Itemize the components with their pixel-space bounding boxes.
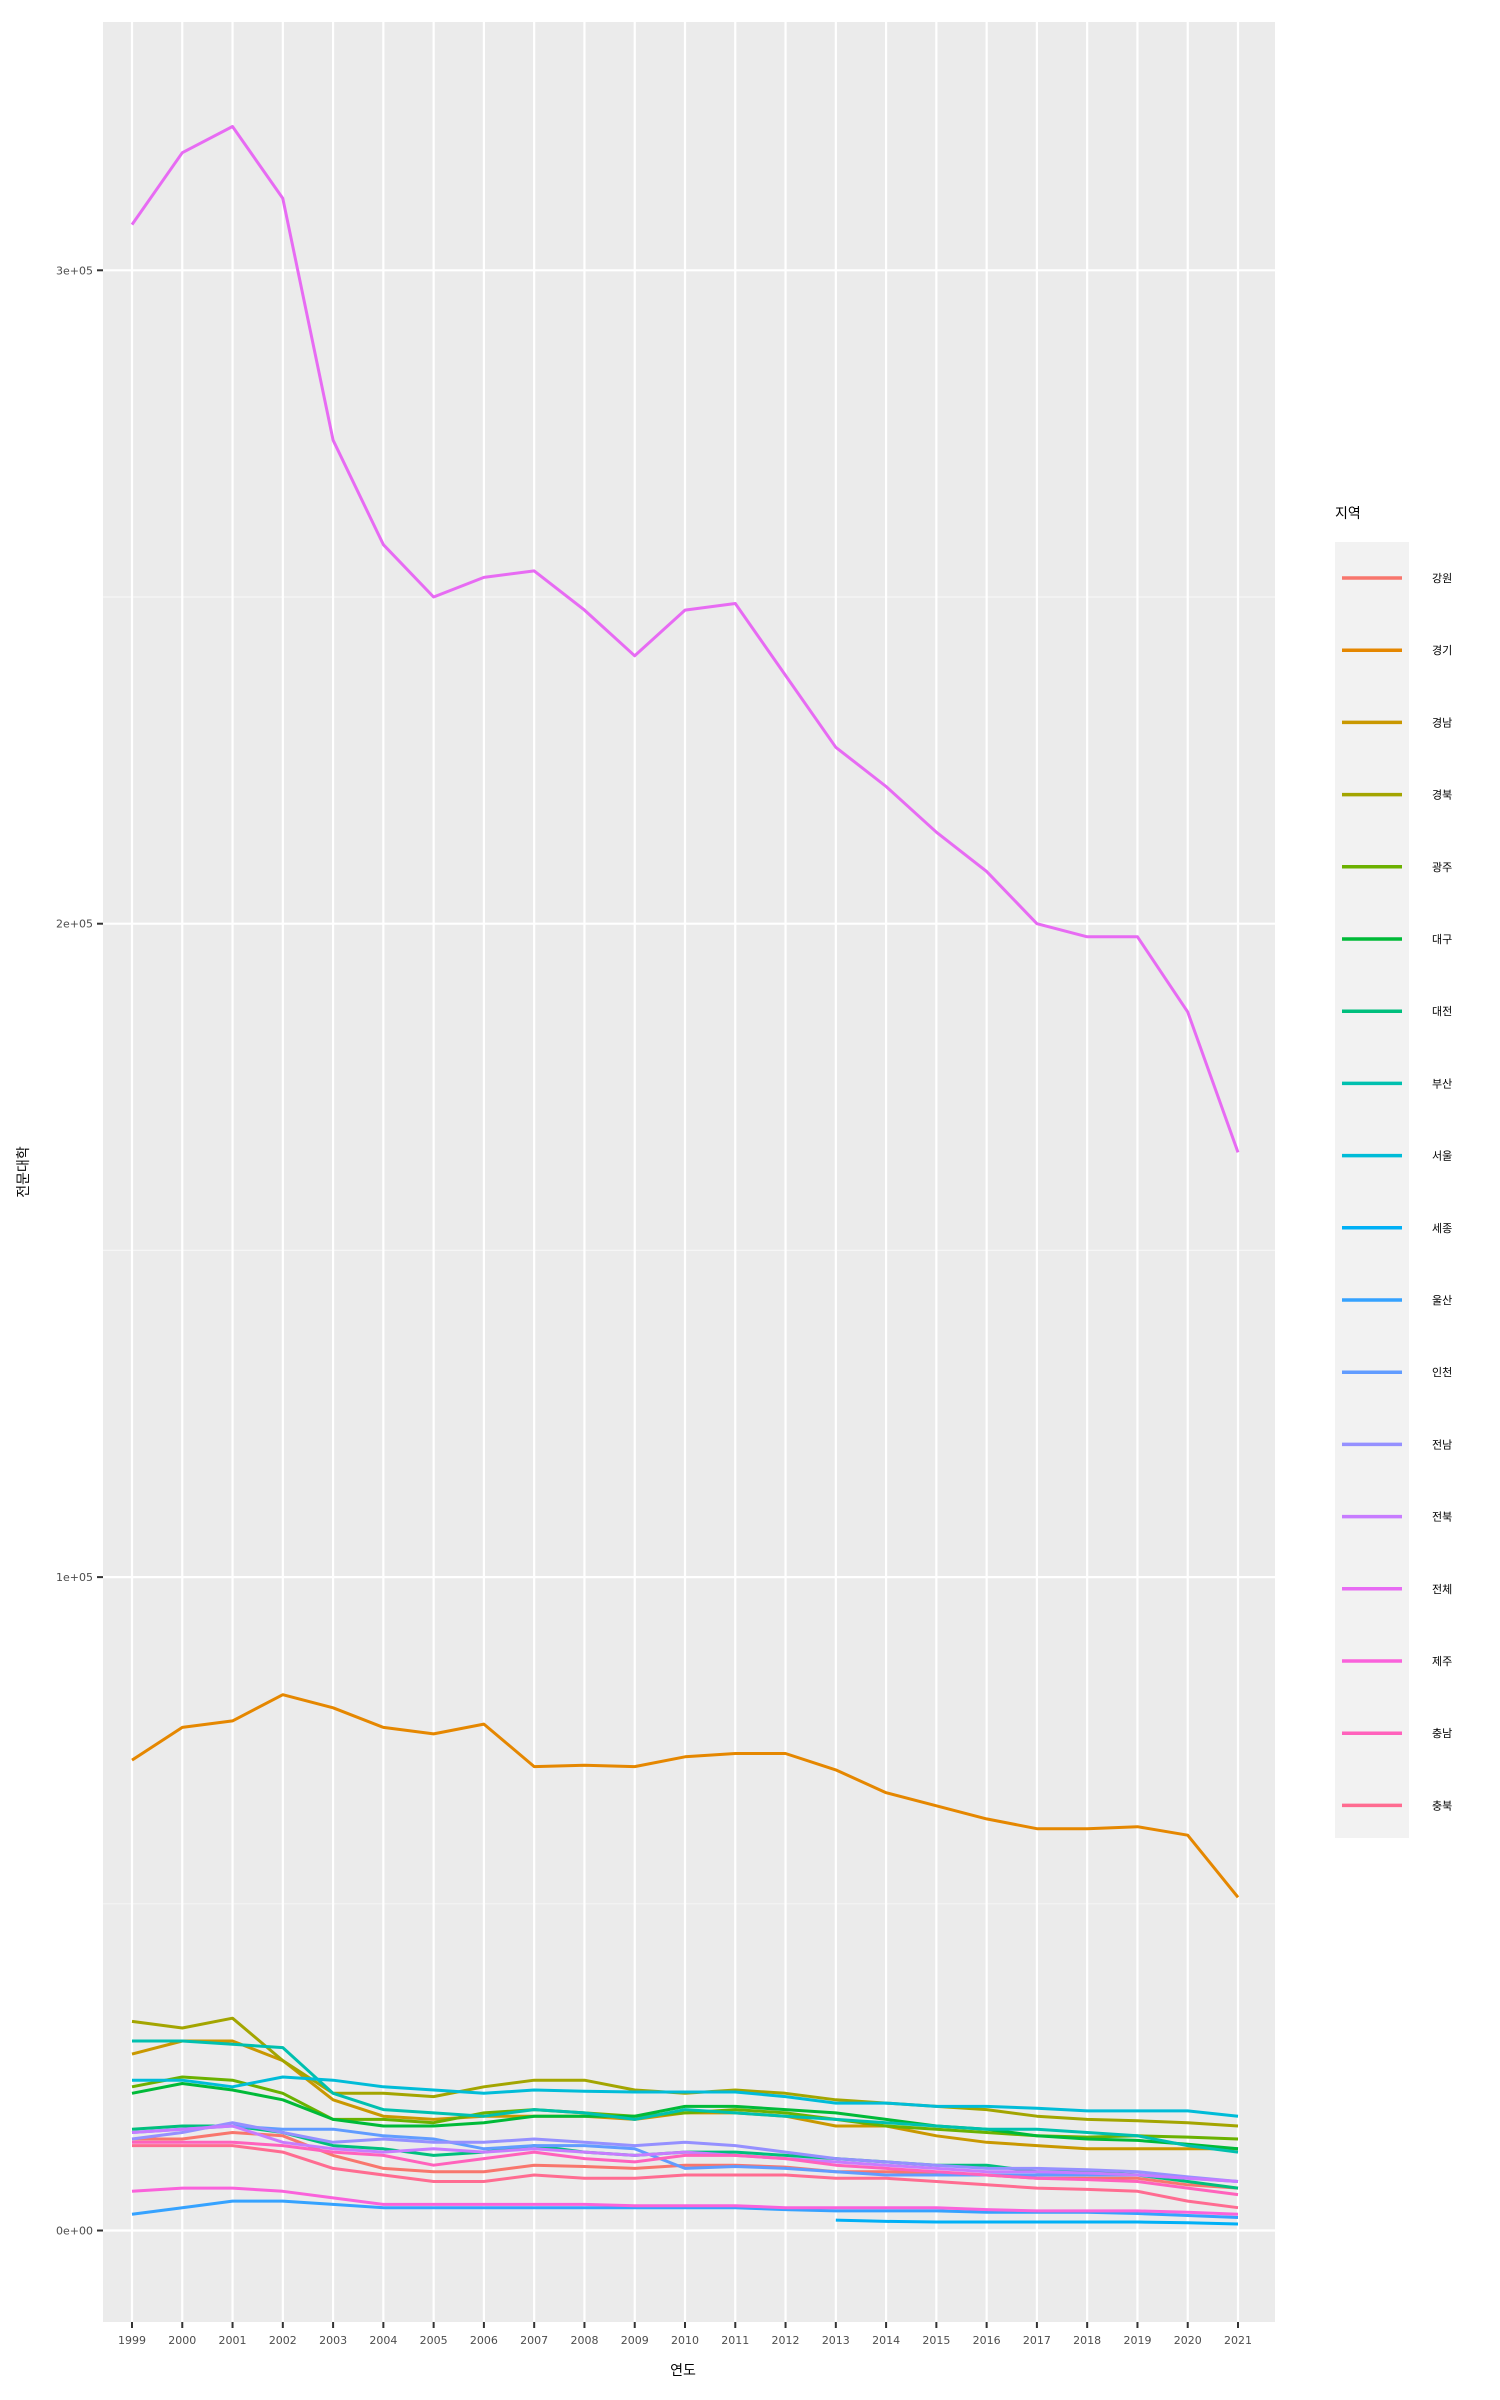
x-tick-label: 2005 — [420, 2334, 448, 2347]
series-lines — [130, 125, 1240, 2226]
y-tick-label: 1e+05 — [56, 1571, 93, 1584]
legend-label-16: 충남 — [1432, 1727, 1452, 1740]
x-tick-label: 2015 — [922, 2334, 950, 2347]
x-tick-label: 2018 — [1073, 2334, 1101, 2347]
legend-label-4: 광주 — [1432, 861, 1452, 874]
legend-label-6: 대전 — [1432, 1005, 1452, 1018]
legend-label-5: 대구 — [1432, 933, 1452, 946]
legend-label-9: 세종 — [1432, 1222, 1452, 1235]
legend-label-14: 전체 — [1432, 1583, 1452, 1596]
x-tick-label: 2016 — [973, 2334, 1001, 2347]
x-axis-title: 연도 — [670, 2363, 696, 2379]
y-tick-label: 2e+05 — [56, 918, 93, 931]
series-line-13 — [131, 2124, 1239, 2183]
legend-label-13: 전북 — [1432, 1511, 1452, 1524]
x-tick-label: 1999 — [118, 2334, 146, 2347]
legend-label-2: 경남 — [1432, 716, 1452, 729]
series-line-12 — [131, 2121, 1239, 2183]
legend-title: 지역 — [1335, 506, 1361, 522]
x-tick-label: 2004 — [369, 2334, 397, 2347]
x-tick-label: 2014 — [872, 2334, 900, 2347]
series-line-11 — [131, 2124, 1239, 2183]
legend-label-12: 전남 — [1432, 1438, 1452, 1451]
legend-key-background — [1335, 542, 1409, 1838]
series-line-15 — [131, 2186, 1239, 2216]
legend-label-3: 경북 — [1432, 789, 1452, 802]
legend-label-0: 강원 — [1432, 572, 1452, 585]
series-line-1 — [131, 1693, 1240, 1899]
gridlines — [103, 22, 1275, 2322]
y-tick-label: 3e+05 — [56, 264, 93, 277]
legend-label-11: 인천 — [1432, 1365, 1452, 1379]
series-line-16 — [132, 2140, 1239, 2197]
x-tick-label: 2013 — [822, 2334, 850, 2347]
legend-label-7: 부산 — [1432, 1077, 1452, 1090]
series-line-8 — [132, 2075, 1239, 2118]
x-tick-label: 2008 — [570, 2334, 598, 2347]
x-tick-label: 2017 — [1023, 2334, 1051, 2347]
legend-label-15: 제주 — [1432, 1655, 1452, 1668]
x-tick-label: 2002 — [269, 2334, 297, 2347]
x-tick-label: 2000 — [168, 2334, 196, 2347]
x-tick-label: 2006 — [470, 2334, 498, 2347]
x-tick-label: 2010 — [671, 2334, 699, 2347]
legend-label-10: 울산 — [1432, 1294, 1452, 1307]
legend-label-17: 충북 — [1432, 1799, 1452, 1812]
y-tick-label: 0e+00 — [56, 2225, 93, 2238]
x-axis: 1999 2000 2001 2002 2003 2004 2005 2006 2007 2008… — [118, 2322, 1252, 2347]
x-tick-label: 2012 — [772, 2334, 800, 2347]
x-tick-label: 2020 — [1174, 2334, 1202, 2347]
legend-label-8: 서울 — [1432, 1150, 1452, 1163]
x-tick-label: 2009 — [621, 2334, 649, 2347]
x-tick-label: 2011 — [721, 2334, 749, 2347]
x-tick-label: 2019 — [1123, 2334, 1151, 2347]
y-axis-title: 전문대학 — [16, 1146, 32, 1198]
series-line-5 — [131, 2082, 1239, 2151]
series-line-14 — [130, 125, 1240, 1153]
plot-background — [103, 22, 1275, 2322]
series-line-17 — [132, 2144, 1239, 2210]
x-tick-label: 2021 — [1224, 2334, 1252, 2347]
series-line-9 — [835, 2218, 1239, 2226]
x-tick-label: 2003 — [319, 2334, 347, 2347]
x-tick-label: 2001 — [219, 2334, 247, 2347]
legend-label-1: 경기 — [1432, 644, 1452, 657]
x-tick-label: 2007 — [520, 2334, 548, 2347]
y-axis: 0e+00 1e+05 2e+05 3e+05 — [56, 264, 103, 2238]
